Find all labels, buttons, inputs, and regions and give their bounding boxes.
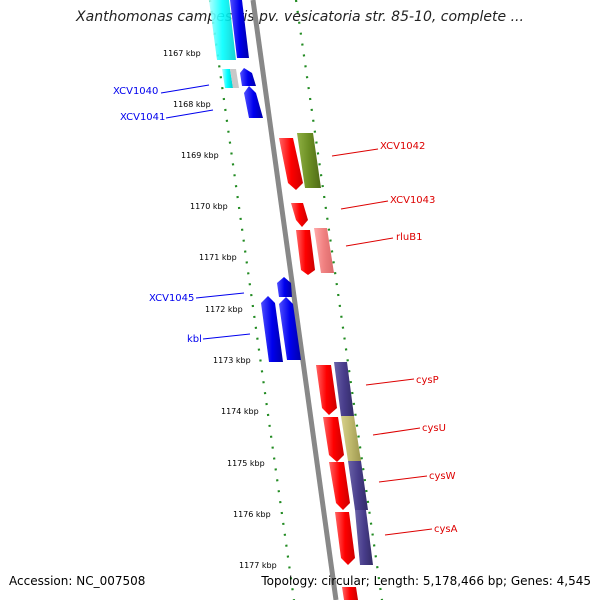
gene-arrow-cysu: [323, 417, 344, 462]
leader-line: [331, 148, 379, 157]
gene-arrow-kbl-b: [279, 297, 301, 360]
gene-arrow-xcv1040: [240, 68, 256, 86]
tick-label: 1174 kbp: [221, 407, 259, 416]
leader-line: [202, 333, 251, 340]
gene-bar-blue-top: [230, 0, 249, 58]
map-title: Xanthomonas campestris pv. vesicatoria s…: [76, 9, 524, 25]
gene-bar-khaki: [341, 416, 361, 461]
gene-bar-purple-3: [355, 510, 373, 565]
dotted-track-outer: [294, 0, 384, 600]
gene-label-right[interactable]: rluB1: [396, 232, 422, 243]
tick-label: 1173 kbp: [213, 356, 251, 365]
gene-label-right[interactable]: cysA: [434, 524, 458, 535]
tick-label: 1171 kbp: [199, 253, 237, 262]
tick-label: 1172 kbp: [205, 305, 243, 314]
dotted-track-inner: [208, 0, 296, 600]
topology-text: Topology: circular; Length: 5,178,466 bp…: [261, 574, 591, 588]
gene-arrow-cysw: [329, 462, 350, 510]
gene-label-left[interactable]: XCV1040: [113, 86, 158, 97]
gene-arrow-xcv1042: [279, 138, 303, 190]
tick-label: 1175 kbp: [227, 459, 265, 468]
gene-bar-bottom: [342, 587, 358, 600]
tick-label: 1176 kbp: [233, 510, 271, 519]
gene-bar-cyan-lower: [222, 69, 233, 88]
leader-line: [165, 109, 214, 119]
gene-label-left[interactable]: kbl: [187, 334, 202, 345]
leader-line: [160, 84, 210, 94]
gene-arrow-cysa: [335, 512, 355, 565]
gene-bar-pink: [314, 228, 334, 273]
gene-arrow-kbl-a: [261, 296, 283, 362]
gene-label-left[interactable]: XCV1041: [120, 112, 165, 123]
leader-line: [365, 378, 415, 386]
leader-line: [195, 292, 245, 299]
tick-label: 1170 kbp: [190, 202, 228, 211]
gene-bar-purple-1: [334, 362, 354, 416]
gene-arrow-cysp: [316, 365, 337, 415]
leader-line: [384, 528, 433, 536]
gene-bar-gray: [230, 69, 239, 88]
gene-arrow-xcv1041: [244, 86, 263, 118]
gene-arrow-xcv1043: [291, 203, 308, 227]
gene-label-right[interactable]: cysP: [416, 375, 439, 386]
tick-label: 1177 kbp: [239, 561, 277, 570]
leader-line: [372, 427, 421, 436]
gene-arrow-rlub1: [296, 230, 315, 275]
tick-label: 1169 kbp: [181, 151, 219, 160]
gene-arrow-xcv1045: [277, 277, 292, 297]
genome-backbone: [250, 0, 339, 600]
gene-bar-purple-2: [348, 461, 368, 510]
leader-line: [378, 475, 428, 483]
leader-line: [345, 237, 394, 247]
leader-line: [340, 200, 389, 210]
accession-text: Accession: NC_007508: [9, 574, 146, 588]
gene-label-right[interactable]: XCV1043: [390, 195, 435, 206]
gene-label-right[interactable]: cysU: [422, 423, 446, 434]
gene-label-right[interactable]: cysW: [429, 471, 456, 482]
gene-bar-cyan: [209, 0, 236, 60]
gene-bar-olive: [297, 133, 321, 188]
gene-label-right[interactable]: XCV1042: [380, 141, 425, 152]
tick-label: 1168 kbp: [173, 100, 211, 109]
tick-label: 1167 kbp: [163, 49, 201, 58]
gene-label-left[interactable]: XCV1045: [149, 293, 194, 304]
